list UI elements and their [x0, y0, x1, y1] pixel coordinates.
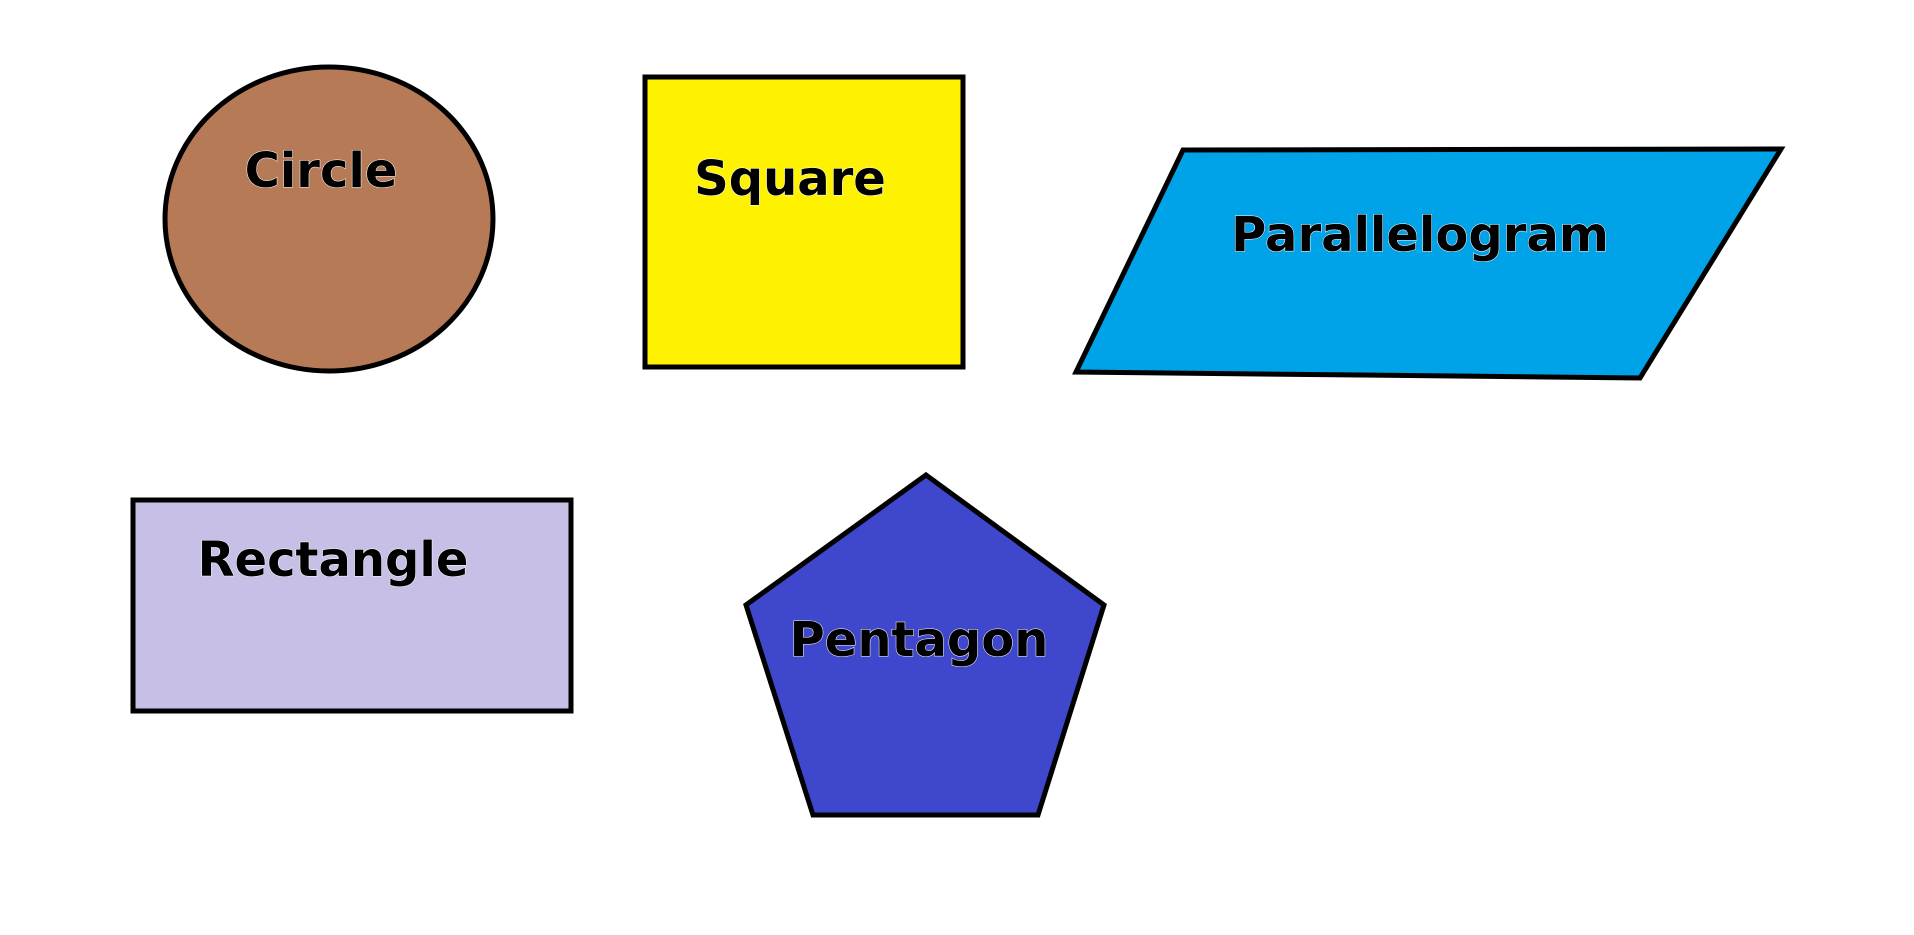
circle-group: Circle	[162, 64, 496, 374]
pentagon-label: Pentagon	[790, 612, 1049, 668]
circle-label: Circle	[245, 143, 398, 199]
square-label: Square	[694, 151, 886, 207]
square-group: Square	[642, 74, 966, 370]
pentagon-shape	[743, 471, 1107, 818]
rectangle-group: Rectangle	[130, 497, 574, 714]
rectangle-shape	[130, 497, 574, 714]
parallelogram-label: Parallelogram	[1231, 207, 1609, 263]
pentagon-group: Pentagon	[743, 471, 1107, 818]
circle-shape	[162, 64, 496, 374]
parallelogram-shape	[1072, 146, 1786, 381]
parallelogram-group: Parallelogram	[1072, 146, 1786, 381]
rectangle-label: Rectangle	[198, 532, 469, 588]
square-shape	[642, 74, 966, 370]
